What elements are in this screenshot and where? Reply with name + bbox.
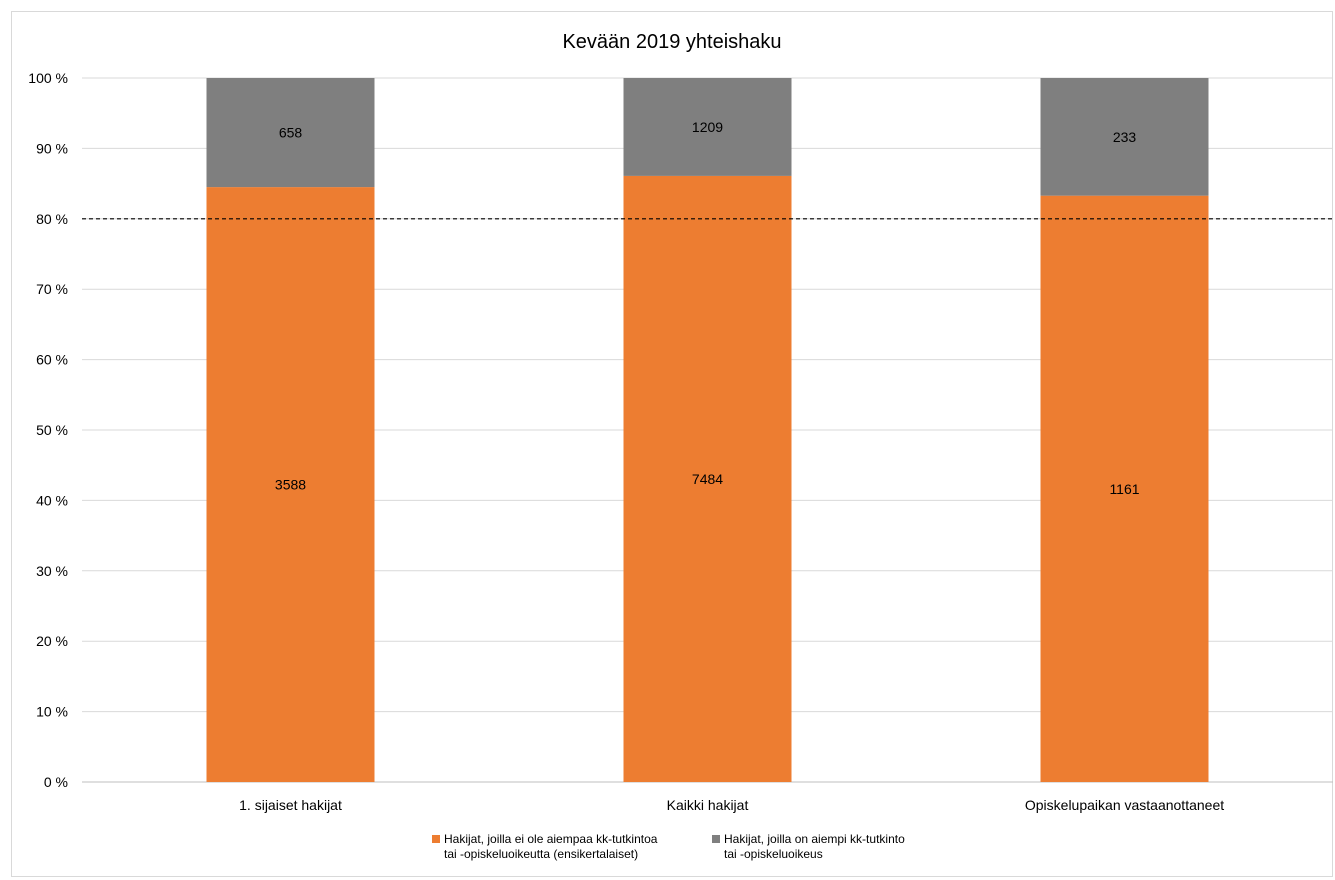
y-tick-label: 60 % xyxy=(36,352,68,368)
bar-segment xyxy=(1040,195,1209,782)
bar-segment xyxy=(206,187,375,782)
legend-label: Hakijat, joilla ei ole aiempaa kk-tutkin… xyxy=(444,832,658,846)
x-category-label: Kaikki hakijat xyxy=(667,797,749,813)
y-tick-label: 50 % xyxy=(36,422,68,438)
x-axis: 1. sijaiset hakijat Kaikki hakijat Opiskel… xyxy=(239,797,1224,813)
data-label: 7484 xyxy=(692,471,723,487)
legend-label: tai -opiskeluoikeus xyxy=(724,847,823,861)
y-tick-label: 30 % xyxy=(36,563,68,579)
legend-label: Hakijat, joilla on aiempi kk-tutkinto xyxy=(724,832,905,846)
legend-label: tai -opiskeluoikeutta (ensikertalaiset) xyxy=(444,847,638,861)
chart-title: Kevään 2019 yhteishaku xyxy=(562,31,781,53)
bar-segment xyxy=(623,78,792,176)
y-tick-label: 10 % xyxy=(36,704,68,720)
y-tick-label: 90 % xyxy=(36,140,68,156)
y-tick-label: 0 % xyxy=(44,774,68,790)
data-label: 233 xyxy=(1113,129,1137,145)
bar-segment xyxy=(623,175,792,782)
legend: Hakijat, joilla ei ole aiempaa kk-tutkin… xyxy=(432,832,905,861)
bar-segment xyxy=(206,78,375,188)
y-tick-label: 80 % xyxy=(36,211,68,227)
y-tick-label: 20 % xyxy=(36,633,68,649)
y-tick-label: 40 % xyxy=(36,492,68,508)
chart-frame xyxy=(11,11,1333,877)
y-tick-label: 100 % xyxy=(28,70,68,86)
data-label: 3588 xyxy=(275,477,306,493)
y-tick-label: 70 % xyxy=(36,281,68,297)
data-label: 1161 xyxy=(1109,481,1139,497)
x-category-label: 1. sijaiset hakijat xyxy=(239,797,342,813)
data-label: 658 xyxy=(279,125,303,141)
y-axis: 0 % 10 % 20 % 30 % 40 % 50 % 60 % 70 % 80 % 90 % 1… xyxy=(28,70,68,790)
data-label: 1209 xyxy=(692,119,723,135)
x-category-label: Opiskelupaikan vastaanottaneet xyxy=(1025,797,1224,813)
legend-swatch xyxy=(712,835,720,843)
bar-segment xyxy=(1040,78,1209,196)
bars: 3588 658 7484 1209 1161 233 xyxy=(206,78,1209,782)
legend-swatch xyxy=(432,835,440,843)
